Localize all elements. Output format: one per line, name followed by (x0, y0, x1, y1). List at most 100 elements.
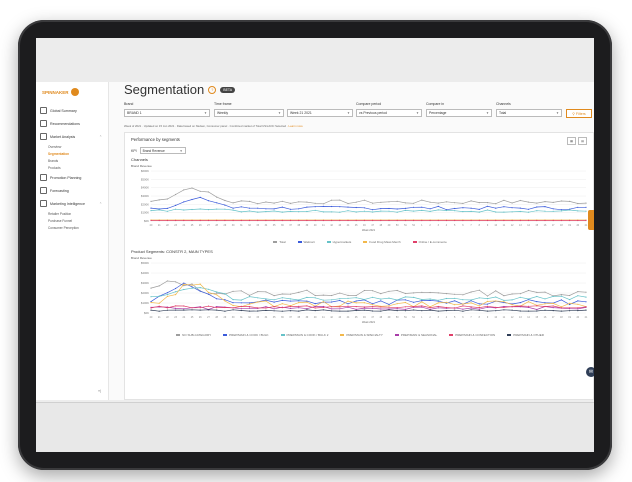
data-point[interactable] (404, 306, 406, 308)
brand-select[interactable]: BRAND 1 ▼ (124, 109, 210, 117)
data-point[interactable] (577, 219, 579, 222)
data-point[interactable] (445, 301, 448, 303)
data-point[interactable] (175, 208, 177, 210)
data-point[interactable] (511, 207, 513, 209)
data-point[interactable] (544, 219, 546, 222)
data-point[interactable] (257, 219, 259, 222)
data-point[interactable] (240, 305, 242, 307)
data-point[interactable] (298, 307, 300, 309)
data-point[interactable] (166, 280, 168, 282)
data-point[interactable] (175, 204, 177, 206)
data-point[interactable] (183, 308, 185, 310)
data-point[interactable] (347, 306, 349, 308)
data-point[interactable] (175, 281, 177, 283)
data-point[interactable] (289, 298, 292, 300)
data-point[interactable] (331, 306, 333, 308)
data-point[interactable] (404, 219, 406, 222)
data-point[interactable] (306, 219, 308, 222)
data-point[interactable] (265, 291, 267, 293)
data-point[interactable] (289, 208, 292, 210)
data-point[interactable] (429, 208, 431, 210)
data-point[interactable] (298, 291, 300, 293)
data-point[interactable] (519, 296, 521, 298)
data-point[interactable] (183, 288, 185, 291)
data-point[interactable] (314, 307, 316, 309)
data-point[interactable] (527, 208, 530, 210)
data-point[interactable] (158, 305, 160, 307)
data-point[interactable] (552, 295, 554, 297)
sidebar-subitem-purchase-funnel[interactable]: Purchase Funnel (48, 218, 73, 223)
data-point[interactable] (331, 308, 333, 310)
data-point[interactable] (470, 207, 472, 209)
data-point[interactable] (445, 310, 448, 312)
chat-button[interactable]: ✉ (586, 367, 594, 377)
data-point[interactable] (240, 299, 242, 301)
data-point[interactable] (527, 289, 530, 292)
sidebar-item-global-summary[interactable]: Global Summary (36, 104, 108, 117)
data-point[interactable] (519, 310, 521, 312)
data-point[interactable] (240, 309, 242, 312)
data-point[interactable] (331, 219, 333, 222)
data-point[interactable] (462, 305, 464, 307)
data-point[interactable] (470, 307, 472, 309)
data-point[interactable] (544, 206, 546, 208)
data-point[interactable] (257, 203, 259, 205)
data-point[interactable] (462, 294, 464, 296)
data-point[interactable] (470, 302, 472, 304)
data-point[interactable] (560, 200, 562, 202)
series-line-6[interactable] (150, 305, 587, 309)
data-point[interactable] (257, 211, 259, 213)
data-point[interactable] (380, 308, 382, 310)
data-point[interactable] (388, 290, 390, 292)
data-point[interactable] (216, 196, 218, 198)
data-point[interactable] (191, 284, 193, 286)
data-point[interactable] (445, 297, 448, 300)
data-point[interactable] (527, 306, 530, 308)
data-point[interactable] (544, 210, 546, 212)
data-point[interactable] (298, 310, 300, 312)
data-point[interactable] (175, 309, 177, 311)
data-point[interactable] (216, 294, 218, 296)
data-point[interactable] (183, 309, 185, 311)
data-point[interactable] (322, 205, 324, 207)
data-point[interactable] (585, 306, 587, 308)
data-point[interactable] (166, 219, 168, 222)
data-point[interactable] (445, 201, 448, 203)
data-point[interactable] (396, 289, 398, 292)
data-point[interactable] (347, 210, 349, 212)
data-point[interactable] (585, 291, 587, 293)
data-point[interactable] (314, 219, 316, 222)
data-point[interactable] (454, 307, 456, 309)
data-point[interactable] (273, 219, 275, 222)
data-point[interactable] (552, 305, 554, 307)
data-point[interactable] (265, 219, 267, 222)
data-point[interactable] (380, 219, 382, 222)
data-point[interactable] (527, 211, 530, 213)
data-point[interactable] (544, 305, 546, 308)
kpi-select[interactable]: Brand Revenue ▼ (139, 147, 186, 154)
data-point[interactable] (462, 207, 464, 209)
data-point[interactable] (413, 296, 415, 298)
data-point[interactable] (232, 302, 234, 304)
data-point[interactable] (445, 293, 448, 295)
data-point[interactable] (577, 300, 579, 302)
data-point[interactable] (511, 202, 513, 204)
data-point[interactable] (175, 193, 177, 196)
data-point[interactable] (486, 303, 489, 305)
data-point[interactable] (314, 294, 316, 297)
data-point[interactable] (289, 307, 292, 309)
series-line-1[interactable] (150, 280, 587, 297)
data-point[interactable] (495, 219, 497, 222)
data-point[interactable] (216, 298, 218, 300)
data-point[interactable] (347, 303, 349, 305)
data-point[interactable] (380, 201, 382, 203)
data-point[interactable] (224, 299, 226, 301)
collapse-sidebar-button[interactable]: «| (98, 388, 102, 393)
data-point[interactable] (429, 309, 431, 311)
data-point[interactable] (577, 291, 579, 293)
data-point[interactable] (388, 306, 390, 308)
data-point[interactable] (158, 295, 160, 297)
data-point[interactable] (248, 207, 251, 209)
data-point[interactable] (207, 293, 210, 295)
data-point[interactable] (363, 289, 365, 292)
